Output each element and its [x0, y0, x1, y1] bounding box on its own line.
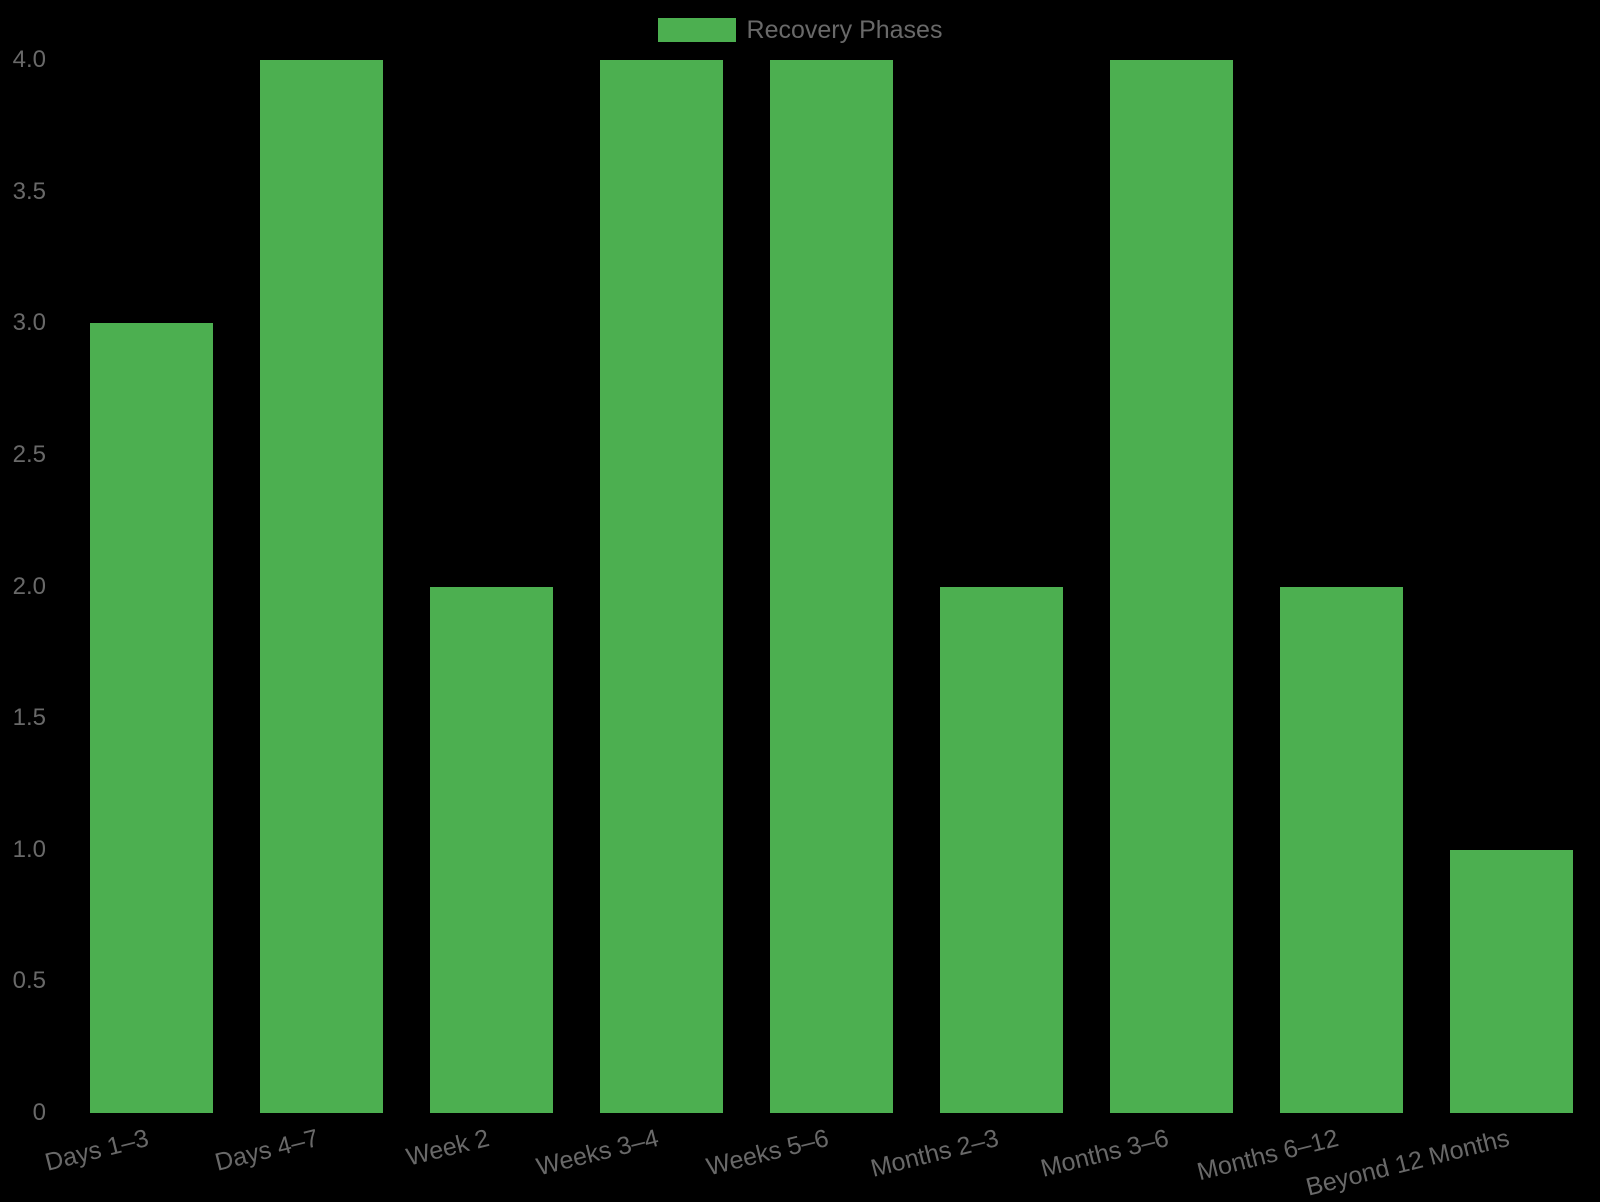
bar — [769, 60, 893, 1113]
x-tick-label: Months 2–3 — [868, 1124, 1002, 1183]
x-tick-label: Days 4–7 — [212, 1124, 322, 1177]
bar — [1449, 849, 1573, 1113]
bar — [1109, 60, 1233, 1113]
x-tick-label: Days 1–3 — [42, 1124, 152, 1177]
bar — [89, 323, 213, 1113]
bar — [1279, 586, 1403, 1113]
chart-legend[interactable]: Recovery Phases — [0, 16, 1600, 44]
bar — [429, 586, 553, 1113]
x-tick-label: Weeks 5–6 — [704, 1124, 832, 1182]
y-tick-label: 2.5 — [12, 440, 46, 468]
y-tick-label: 1.0 — [12, 835, 46, 863]
x-tick-label: Weeks 3–4 — [534, 1124, 662, 1182]
x-tick-label: Months 3–6 — [1038, 1124, 1172, 1183]
y-tick-label: 0.5 — [12, 967, 46, 995]
y-tick-label: 2.0 — [12, 572, 46, 600]
y-tick-label: 4.0 — [12, 46, 46, 73]
bar — [599, 60, 723, 1113]
y-tick-label: 0 — [32, 1099, 46, 1126]
bar — [259, 60, 383, 1113]
legend-label: Recovery Phases — [746, 16, 943, 44]
y-tick-label: 1.5 — [12, 704, 46, 732]
y-tick-label: 3.5 — [12, 177, 46, 205]
bar — [939, 586, 1063, 1113]
y-tick-label: 3.0 — [12, 309, 46, 337]
x-tick-label: Week 2 — [403, 1124, 492, 1172]
legend-swatch-icon — [657, 18, 736, 42]
